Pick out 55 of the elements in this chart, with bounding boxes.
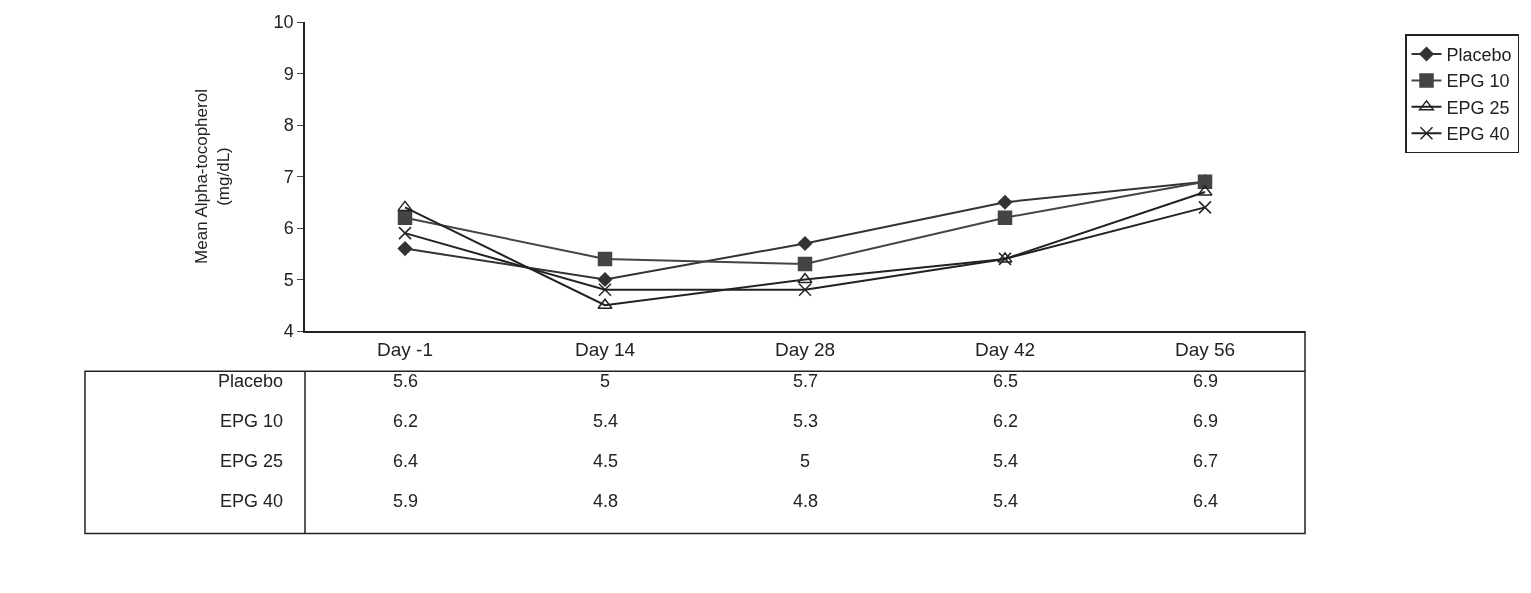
point <box>597 272 613 287</box>
y-tick-label: 8 <box>283 115 294 136</box>
data-label: 5 <box>600 371 611 391</box>
legend-label: EPG 10 <box>1446 71 1510 92</box>
data-label: 5.6 <box>393 371 419 391</box>
data-label: 5.4 <box>993 491 1019 511</box>
x-tick-label: Day -1 <box>377 338 433 360</box>
data-label: 5.4 <box>593 411 619 431</box>
point <box>798 283 812 297</box>
text: Placebo <box>218 371 284 391</box>
text: EPG 40 <box>220 491 284 511</box>
data-label: 6.4 <box>1193 491 1219 511</box>
text: EPG 10 <box>220 411 284 431</box>
data-label: 6.9 <box>1193 371 1219 391</box>
y-axis-title: Mean Alpha-tocopherol (mg/dL) <box>191 89 233 264</box>
point <box>397 241 413 256</box>
legend-label: EPG 25 <box>1446 97 1510 118</box>
data-label: 6.4 <box>393 451 419 471</box>
point <box>397 200 413 212</box>
y-tick-label: 4 <box>283 321 294 342</box>
y-tick-label: 7 <box>283 166 294 187</box>
data-label: 6.9 <box>1193 411 1219 431</box>
x-tick-label: Day 42 <box>974 338 1036 360</box>
y-tick-label: 5 <box>283 269 294 290</box>
point <box>997 210 1013 225</box>
legend-label: Placebo <box>1446 45 1512 66</box>
y-tick-label: 9 <box>283 63 294 84</box>
data-label: 5.7 <box>793 371 819 391</box>
data-label: 5 <box>800 451 811 471</box>
y-tick-label: 10 <box>273 12 294 33</box>
data-label: 6.7 <box>1193 451 1219 471</box>
data-label: 5.3 <box>793 411 819 431</box>
point <box>598 283 612 297</box>
data-label: 4.5 <box>593 451 619 471</box>
point <box>398 226 412 240</box>
legend-label: EPG 40 <box>1446 124 1510 145</box>
point <box>597 251 613 267</box>
data-label: 5.9 <box>393 491 419 511</box>
data-label: 4.8 <box>593 491 619 511</box>
x-tick-label: Day 28 <box>774 338 836 360</box>
data-label: 6.5 <box>993 371 1019 391</box>
text: EPG 25 <box>220 451 284 471</box>
point <box>797 256 813 272</box>
y-tick-label: 6 <box>283 218 294 239</box>
data-label: 5.4 <box>993 451 1019 471</box>
data-label: 6.2 <box>993 411 1019 431</box>
point <box>397 210 413 225</box>
x-tick-label: Day 56 <box>1174 338 1236 360</box>
point <box>997 195 1013 210</box>
point <box>1198 200 1212 215</box>
data-label: 6.2 <box>393 411 419 431</box>
point <box>797 236 813 251</box>
point <box>797 272 813 284</box>
x-tick-label: Day 14 <box>574 338 636 360</box>
data-label: 4.8 <box>793 491 819 511</box>
